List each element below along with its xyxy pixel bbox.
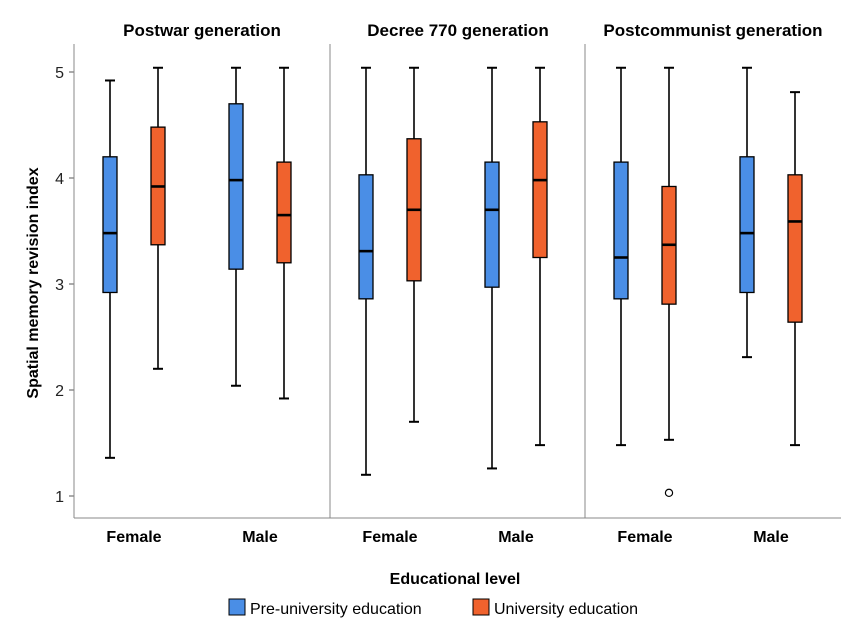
box-body [787,174,803,323]
legend-label-pre-university: Pre-university education [250,601,422,618]
panel-postcommunist-generation: Postcommunist generation Female Male [603,21,822,546]
panel-title-decree-770-generation: Decree 770 generation [367,21,548,40]
box-postwar-generation-female-pre-university-education [102,79,118,459]
box-decree-770-generation-male-university-education [532,66,548,447]
category-label-male: Male [753,529,789,546]
box-body [613,161,629,300]
box-body [228,103,244,270]
panel-decree-770-generation: Decree 770 generation Female Male [358,21,549,546]
y-tick-label-3: 3 [55,277,64,294]
box-postcommunist-generation-male-university-education [787,91,803,447]
category-label-female: Female [617,529,672,546]
category-label-male: Male [498,529,534,546]
legend-swatch-pre-university [228,598,246,616]
panel-title-postwar-generation: Postwar generation [123,21,281,40]
legend-label-university: University education [494,601,638,618]
box-body [102,156,118,294]
panel-postwar-generation: Postwar generation Female Male [102,21,292,546]
box-body [276,161,292,264]
box-body [484,161,500,288]
y-axis: Spatial memory revision index [25,167,42,398]
panel-title-postcommunist-generation: Postcommunist generation [603,21,822,40]
legend: Pre-university education University educ… [228,598,638,618]
y-tick-label-1: 1 [55,489,64,506]
box-decree-770-generation-male-pre-university-education [484,66,500,470]
legend-item-pre-university: Pre-university education [228,598,422,618]
x-axis-label: Educational level [390,571,521,588]
box-body [532,121,548,259]
y-tick-label-2: 2 [55,383,64,400]
box-postcommunist-generation-male-pre-university-education [739,66,755,359]
y-tick-label-4: 4 [55,171,64,188]
box-decree-770-generation-female-pre-university-education [358,66,374,476]
outlier-point-0 [664,488,674,498]
box-postwar-generation-female-university-education [150,66,166,370]
legend-swatch-university [472,598,490,616]
y-axis-label: Spatial memory revision index [25,167,42,398]
box-decree-770-generation-female-university-education [406,66,422,423]
category-label-male: Male [242,529,278,546]
box-body [358,174,374,300]
box-postwar-generation-male-pre-university-education [228,66,244,387]
y-tick-label-5: 5 [55,65,64,82]
legend-item-university: University education [472,598,638,618]
category-label-female: Female [106,529,161,546]
category-label-female: Female [362,529,417,546]
box-postcommunist-generation-female-university-education [661,66,677,441]
box-body [739,156,755,294]
box-postcommunist-generation-female-pre-university-education [613,66,629,447]
box-postwar-generation-male-university-education [276,66,292,400]
